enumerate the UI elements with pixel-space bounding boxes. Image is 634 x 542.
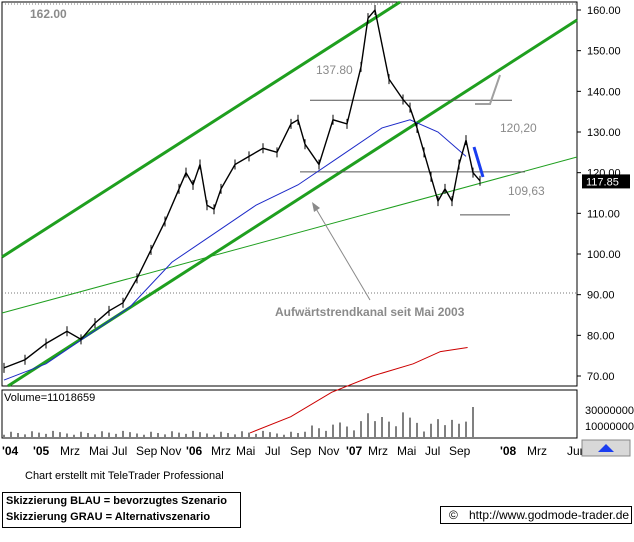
price-tick-label: 140.00 xyxy=(587,86,621,98)
time-tick-label: Jul xyxy=(265,444,280,458)
scenario-grey-arrow xyxy=(475,74,501,105)
time-tick-label: Jul xyxy=(425,444,440,458)
price-tick-label: 160.00 xyxy=(587,5,621,17)
time-tick-label: Nov xyxy=(318,444,339,458)
annotation-channel-text: Aufwärtstrendkanal seit Mai 2003 xyxy=(275,305,465,319)
support-trend-line xyxy=(1,156,578,314)
last-price-label: 117.85 xyxy=(586,176,619,188)
credit-text: Chart erstellt mit TeleTrader Profession… xyxy=(25,470,224,482)
legend-grey: Skizzierung GRAU = Alternativszenario xyxy=(6,511,211,523)
time-tick-label: '06 xyxy=(186,444,203,458)
time-tick-label: Nov xyxy=(160,444,181,458)
time-tick-label: Mrz xyxy=(211,444,231,458)
annotation-high: 162.00 xyxy=(30,7,67,21)
price-tick-label: 80.00 xyxy=(587,330,615,342)
volume-tick-label: 10000000 xyxy=(585,421,634,433)
moving-average-line xyxy=(3,119,467,381)
price-line xyxy=(3,8,481,369)
volume-plot-area xyxy=(1,389,578,439)
price-tick-label: 150.00 xyxy=(587,46,621,58)
volume-label: Volume=11018659 xyxy=(4,392,95,404)
last-price-box xyxy=(582,174,630,189)
price-plot-area xyxy=(1,1,578,387)
annotation-level-mid: 120,20 xyxy=(500,121,537,135)
source-link[interactable]: © http://www.godmode-trader.de xyxy=(440,506,632,524)
time-tick-label: Mrz xyxy=(368,444,388,458)
volume-tick-label: 30000000 xyxy=(585,405,634,417)
channel-upper-line xyxy=(1,0,401,259)
source-url[interactable]: http://www.godmode-trader.de xyxy=(469,508,630,522)
time-tick-label: '08 xyxy=(500,444,517,458)
scenario-legend: Skizzierung BLAU = bevorzugtes Szenario … xyxy=(2,492,241,528)
channel-pointer-arrowhead xyxy=(312,202,320,212)
time-tick-label: Mai xyxy=(397,444,416,458)
time-tick-label: Mai xyxy=(89,444,108,458)
time-tick-label: Mrz xyxy=(60,444,80,458)
time-tick-label: Sep xyxy=(290,444,312,458)
price-tick-label: 130.00 xyxy=(587,127,621,139)
time-tick-label: Mrz xyxy=(527,444,547,458)
time-tick-label: '05 xyxy=(33,444,50,458)
long-moving-average-line xyxy=(249,347,468,434)
copyright-icon: © xyxy=(449,508,458,522)
time-tick-label: Mai xyxy=(236,444,255,458)
annotation-level-low: 109,63 xyxy=(508,184,545,198)
time-tick-label: '04 xyxy=(2,444,19,458)
price-tick-label: 90.00 xyxy=(587,290,615,302)
scenario-blue-arrow xyxy=(472,146,485,178)
time-tick-label: Sep xyxy=(136,444,158,458)
time-tick-label: Sep xyxy=(449,444,471,458)
time-tick-label: '07 xyxy=(346,444,363,458)
navigation-arrow-icon xyxy=(598,444,614,452)
price-tick-label: 100.00 xyxy=(587,249,621,261)
time-tick-label: Jul xyxy=(112,444,127,458)
price-tick-label: 110.00 xyxy=(587,208,620,220)
price-tick-label: 70.00 xyxy=(587,371,615,383)
channel-pointer-line xyxy=(314,206,371,301)
legend-blue: Skizzierung BLAU = bevorzugtes Szenario xyxy=(6,495,227,507)
annotation-level-high: 137.80 xyxy=(316,63,353,77)
